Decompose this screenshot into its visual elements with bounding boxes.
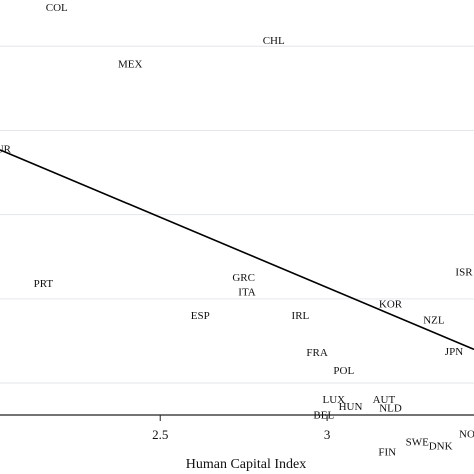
point-label-ita: ITA xyxy=(238,286,256,298)
point-label-pol: POL xyxy=(333,365,354,377)
point-label-col: COL xyxy=(46,2,68,14)
point-label-aut: AUT xyxy=(373,394,396,406)
fit-line xyxy=(0,149,474,351)
point-label-esp: ESP xyxy=(191,310,210,322)
point-label-fra: FRA xyxy=(306,347,327,359)
x-axis-title: Human Capital Index xyxy=(186,457,307,472)
x-tick-label: 2.5 xyxy=(152,427,168,442)
point-label-mex: MEX xyxy=(118,58,143,70)
gridlines xyxy=(0,45,474,384)
point-label-kor: KOR xyxy=(379,298,403,310)
point-label-bel: BEL xyxy=(313,409,334,421)
point-label-nor: NOR xyxy=(459,429,474,441)
point-label-hun: HUN xyxy=(339,401,363,413)
point-label-nzl: NZL xyxy=(423,314,445,326)
point-label-chl: CHL xyxy=(263,35,285,47)
x-ticks: 2.5 3 xyxy=(152,415,330,442)
point-label-lux: LUX xyxy=(322,394,345,406)
point-label-fin: FIN xyxy=(378,446,396,458)
point-label-irl: IRL xyxy=(292,310,310,322)
point-label-jpn: JPN xyxy=(445,346,463,358)
point-label-swe: SWE xyxy=(406,436,430,448)
point-label-dnk: DNK xyxy=(429,441,453,453)
point-label-prt: PRT xyxy=(34,278,54,290)
point-labels: COL CHL MEX TUR PRT GRC ITA ISR KOR ESP IRL NZL FRA J… xyxy=(0,2,474,458)
point-label-tur: TUR xyxy=(0,143,12,155)
point-label-grc: GRC xyxy=(232,272,255,284)
point-label-isr: ISR xyxy=(455,266,473,278)
x-tick-label: 3 xyxy=(324,427,331,442)
point-label-nld: NLD xyxy=(379,403,402,415)
